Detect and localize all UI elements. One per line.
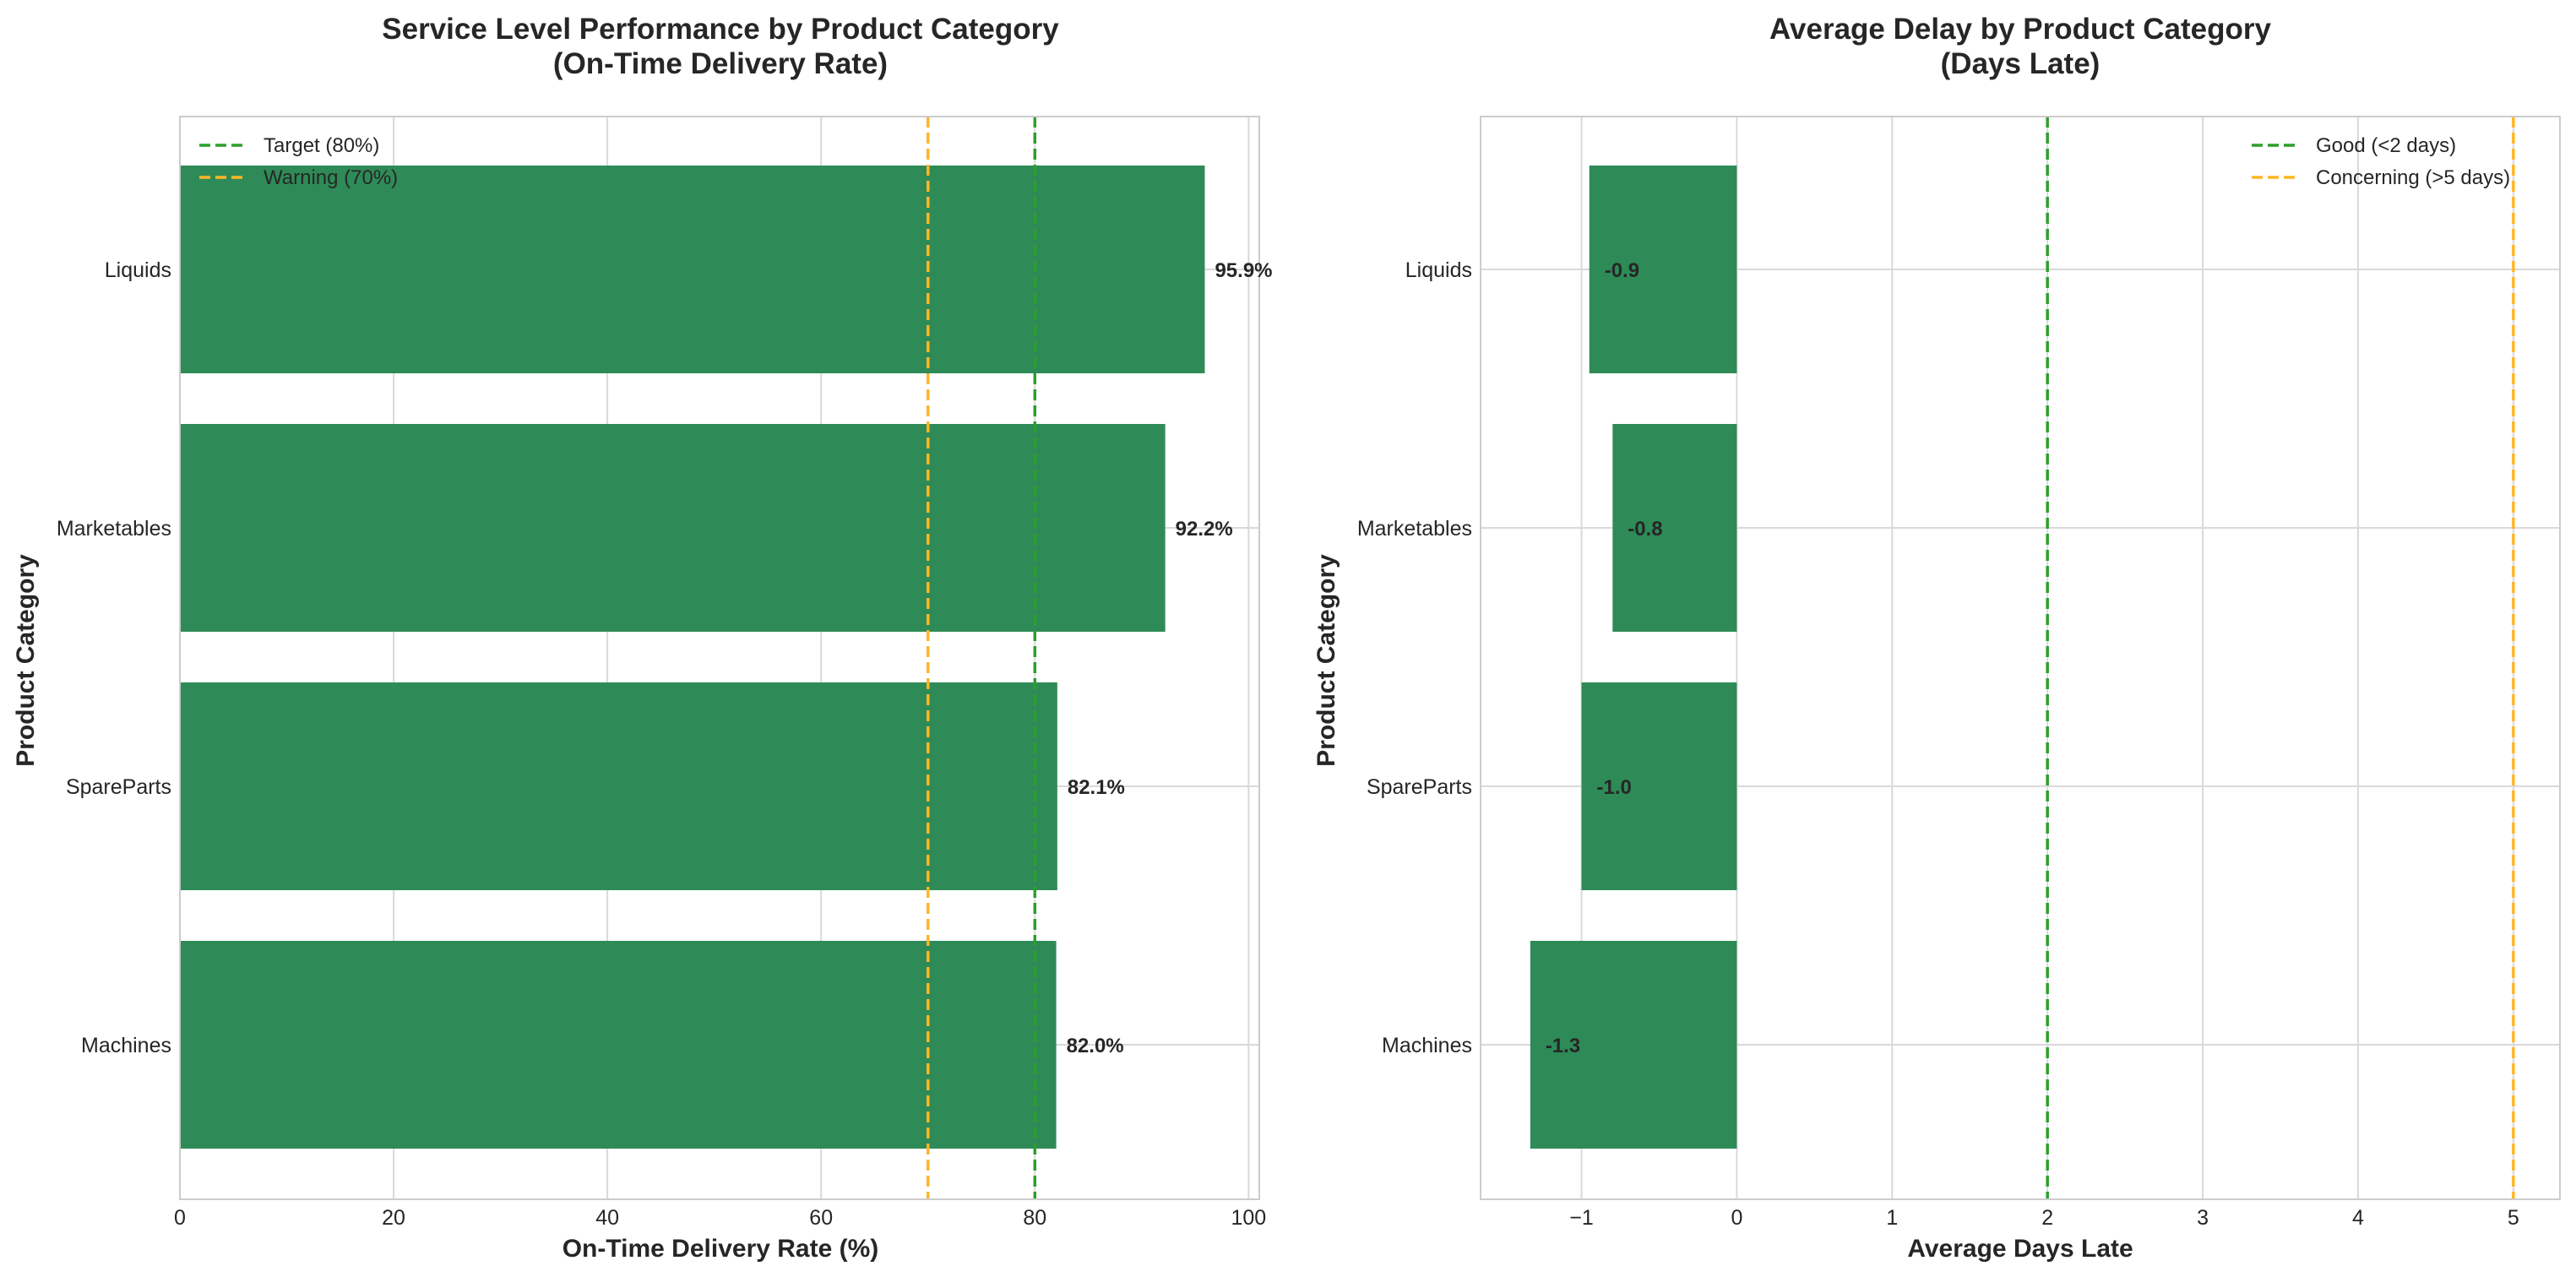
bar-machines [1530,941,1737,1149]
chart-title-line-2: (Days Late) [1941,47,2100,80]
legend: Target (80%) Warning (70%) [199,134,398,189]
x-tick-label: 60 [809,1206,833,1230]
legend-entry: Concerning (>5 days) [2316,166,2510,189]
data-labels: -0.9 -0.8 -1.0 -1.3 [1546,259,1663,1057]
bar-spareparts [1581,682,1737,890]
bar-marketables [180,424,1166,632]
chart-title-line-1: Average Delay by Product Category [1769,13,2271,46]
x-tick-label: 4 [2352,1206,2364,1230]
chart-title-line-2: (On-Time Delivery Rate) [553,47,888,80]
x-tick-label: 2 [2041,1206,2053,1230]
bar-liquids [180,166,1205,373]
legend-entry: Warning (70%) [264,166,398,189]
x-tick-label: 5 [2508,1206,2519,1230]
bar-machines [180,941,1057,1149]
average-delay-chart: Average Delay by Product Category (Days … [1312,13,2561,1263]
y-tick-label: Marketables [1357,517,1472,541]
y-tick-label: Machines [81,1034,171,1057]
y-tick-label: Liquids [1405,258,1472,282]
y-tick-label: Marketables [57,517,171,541]
x-tick-label: 0 [174,1206,186,1230]
y-tick-label: Machines [1382,1034,1472,1057]
legend: Good (<2 days) Concerning (>5 days) [2252,134,2510,189]
y-axis-label: Product Category [12,554,40,767]
bar-series [180,166,1205,1149]
x-tick-label: 20 [382,1206,405,1230]
data-label: 82.1% [1068,776,1125,799]
reference-lines [926,117,1037,1199]
data-label: -0.9 [1605,259,1639,282]
y-tick-labels: Liquids Marketables SpareParts Machines [57,258,171,1057]
y-axis-label: Product Category [1312,554,1340,767]
legend-entry: Good (<2 days) [2316,134,2456,157]
x-axis-label: On-Time Delivery Rate (%) [562,1235,879,1263]
y-tick-label: SpareParts [1367,775,1472,799]
x-tick-label: 80 [1023,1206,1046,1230]
bar-spareparts [180,682,1057,890]
chart-title-line-1: Service Level Performance by Product Cat… [382,13,1059,46]
legend-entry: Target (80%) [264,134,379,157]
data-label: 95.9% [1215,259,1272,282]
bar-marketables [1612,424,1737,632]
x-axis-label: Average Days Late [1907,1235,2133,1263]
y-tick-labels: Liquids Marketables SpareParts Machines [1357,258,1472,1057]
x-tick-label: 0 [1731,1206,1742,1230]
y-tick-label: Liquids [105,258,171,282]
plot-frame [179,116,1260,1200]
on-time-rate-chart: Service Level Performance by Product Cat… [12,13,1273,1263]
bar-liquids [1589,166,1737,373]
data-label: -1.3 [1546,1035,1580,1057]
x-tick-label: 1 [1886,1206,1898,1230]
data-label: -1.0 [1597,776,1632,799]
reference-lines [2046,117,2515,1199]
data-labels: 95.9% 92.2% 82.1% 82.0% [1067,259,1273,1057]
x-tick-label: 3 [2197,1206,2209,1230]
bar-series [1530,166,1737,1149]
x-tick-labels: 0 20 40 60 80 100 [174,1206,1266,1230]
x-tick-labels: −1 0 1 2 3 4 5 [1569,1206,2519,1230]
data-label: 92.2% [1176,518,1233,541]
y-tick-label: SpareParts [66,775,171,799]
x-tick-label: −1 [1569,1206,1594,1230]
x-tick-label: 100 [1231,1206,1266,1230]
plot-frame [1480,116,2561,1200]
data-label: 82.0% [1067,1035,1124,1057]
x-tick-label: 40 [595,1206,619,1230]
data-label: -0.8 [1628,518,1662,541]
